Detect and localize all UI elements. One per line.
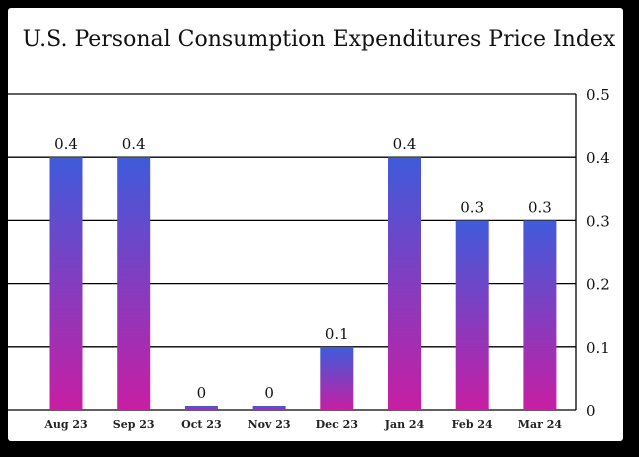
bar-mar-24 (523, 220, 557, 410)
x-tick-label: Feb 24 (452, 418, 493, 431)
chart-title: U.S. Personal Consumption Expenditures P… (23, 27, 616, 52)
data-label: 0.1 (325, 325, 349, 343)
y-tick-label: 0.3 (586, 212, 610, 230)
y-tick-label: 0.4 (586, 149, 610, 167)
y-axis-labels: 0 0.1 0.2 0.3 0.4 0.5 (586, 86, 610, 420)
bars (49, 157, 557, 410)
bar-feb-24 (455, 220, 489, 410)
x-tick-label: Oct 23 (181, 418, 222, 431)
bar-sep-23 (117, 157, 151, 410)
y-tick-label: 0.5 (586, 86, 610, 104)
bar-aug-23 (49, 157, 83, 410)
data-label: 0.3 (460, 198, 484, 216)
y-tick-label: 0.2 (586, 276, 610, 294)
data-label: 0.4 (122, 135, 146, 153)
x-tick-label: Jan 24 (384, 418, 425, 431)
chart-frame (8, 8, 623, 441)
x-tick-label: Nov 23 (248, 418, 291, 431)
data-label: 0.4 (393, 135, 417, 153)
y-tick-label: 0.1 (586, 339, 610, 357)
bar-jan-24 (388, 157, 421, 410)
x-axis-labels: Aug 23 Sep 23 Oct 23 Nov 23 Dec 23 Jan 24 Feb … (43, 418, 562, 431)
data-label: 0.3 (528, 198, 552, 216)
y-tick-label: 0 (586, 402, 596, 420)
bar-nov-23 (252, 406, 286, 410)
gridlines (8, 93, 577, 411)
x-tick-label: Mar 24 (518, 418, 563, 431)
x-tick-label: Dec 23 (316, 418, 358, 431)
x-tick-label: Sep 23 (113, 418, 155, 431)
data-label: 0 (197, 384, 207, 402)
bar-dec-23 (320, 346, 354, 410)
data-label: 0 (264, 384, 274, 402)
data-label: 0.4 (54, 135, 78, 153)
x-tick-label: Aug 23 (43, 418, 87, 431)
data-labels: 0.4 0.4 0 0 0.1 0.4 0.3 0.3 (54, 135, 552, 402)
bar-oct-23 (184, 406, 218, 410)
